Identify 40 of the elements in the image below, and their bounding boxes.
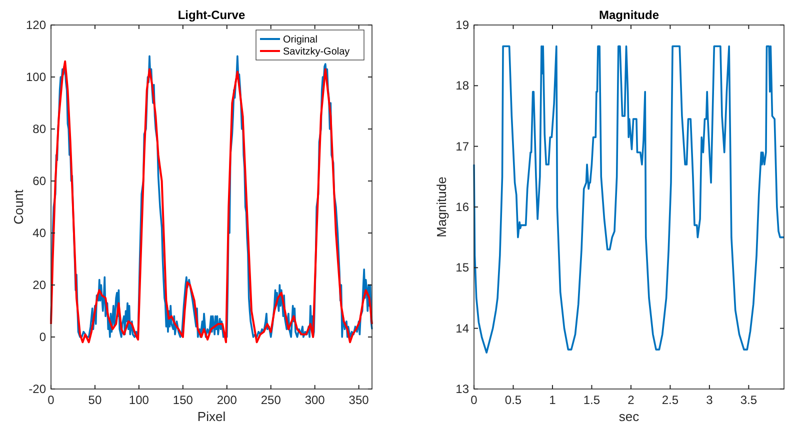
x-axis-title: sec xyxy=(618,409,640,424)
x-tick-label: 150 xyxy=(172,393,194,407)
x-tick-label: 1.5 xyxy=(583,393,600,407)
y-tick-label: -20 xyxy=(28,382,46,396)
line-series xyxy=(473,45,785,354)
y-tick-label: 17 xyxy=(456,139,470,154)
y-tick-label: 100 xyxy=(26,70,46,84)
y-tick-label: 80 xyxy=(32,122,46,136)
y-axis-title: Magnitude xyxy=(434,176,449,238)
x-axis-title: Pixel xyxy=(197,409,226,424)
y-tick-label: 16 xyxy=(456,200,470,214)
chart-title: Light-Curve xyxy=(178,8,246,22)
x-tick-label: 200 xyxy=(216,393,238,407)
x-tick-label: 3 xyxy=(706,393,714,407)
y-tick-label: 13 xyxy=(456,382,470,396)
x-tick-label: 1 xyxy=(549,393,556,407)
y-tick-label: 19 xyxy=(456,18,470,32)
chart-title: Magnitude xyxy=(599,8,660,22)
y-tick-label: 15 xyxy=(456,260,470,275)
y-tick-label: 60 xyxy=(32,174,46,188)
x-tick-label: 2 xyxy=(628,393,635,407)
legend-label: Savitzky-Golay xyxy=(283,46,350,58)
x-tick-label: 0.5 xyxy=(504,393,522,407)
y-tick-label: 0 xyxy=(39,330,46,344)
x-tick-label: 0 xyxy=(48,393,55,407)
legend-label: Original xyxy=(283,34,318,46)
x-tick-label: 100 xyxy=(128,393,150,407)
x-tick-label: 3.5 xyxy=(740,393,758,407)
x-tick-label: 0 xyxy=(470,393,478,407)
y-tick-label: 40 xyxy=(32,226,46,240)
y-tick-label: 20 xyxy=(32,278,46,292)
y-tick-label: 18 xyxy=(456,78,470,93)
y-axis-title: Count xyxy=(11,189,26,224)
y-tick-label: 14 xyxy=(456,321,470,336)
x-tick-label: 50 xyxy=(88,393,102,407)
x-tick-label: 250 xyxy=(260,393,282,407)
x-tick-label: 300 xyxy=(304,393,326,407)
x-tick-label: 2.5 xyxy=(662,393,679,407)
y-tick-label: 120 xyxy=(26,18,46,32)
x-tick-label: 350 xyxy=(348,393,370,407)
